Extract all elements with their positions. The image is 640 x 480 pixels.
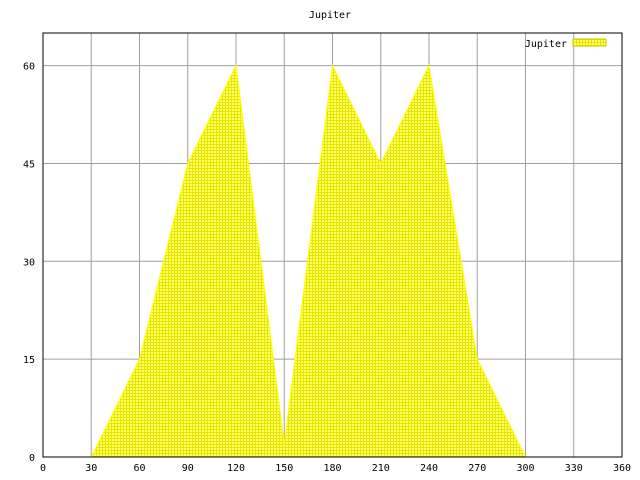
x-tick-label: 30 — [85, 463, 97, 474]
x-tick-label: 360 — [613, 463, 631, 474]
legend-swatch — [572, 38, 607, 47]
y-tick-label: 60 — [23, 62, 35, 73]
legend-label: Jupiter — [525, 39, 567, 50]
y-tick-label: 15 — [23, 355, 35, 366]
x-tick-label: 270 — [468, 463, 486, 474]
y-tick-label: 0 — [29, 453, 35, 464]
x-tick-label: 330 — [565, 463, 583, 474]
plot-frame — [42, 32, 623, 458]
x-tick-label: 300 — [516, 463, 534, 474]
x-tick-label: 120 — [227, 463, 245, 474]
series-area — [90, 63, 527, 458]
x-tick-label: 240 — [420, 463, 438, 474]
series-area-0 — [90, 63, 527, 458]
x-tick-label: 210 — [372, 463, 390, 474]
legend: Jupiter — [525, 38, 607, 50]
y-axis: 0 15 30 45 60 — [23, 62, 35, 464]
x-tick-label: 60 — [133, 463, 145, 474]
chart-title: Jupiter — [309, 10, 351, 21]
x-tick-label: 150 — [275, 463, 293, 474]
y-tick-label: 45 — [23, 159, 35, 170]
x-axis: 0 30 60 90 120 150 180 210 240 270 300 330 360 — [40, 463, 631, 474]
x-tick-label: 90 — [182, 463, 194, 474]
x-tick-label: 180 — [323, 463, 341, 474]
y-tick-label: 30 — [23, 257, 35, 268]
x-tick-label: 0 — [40, 463, 46, 474]
